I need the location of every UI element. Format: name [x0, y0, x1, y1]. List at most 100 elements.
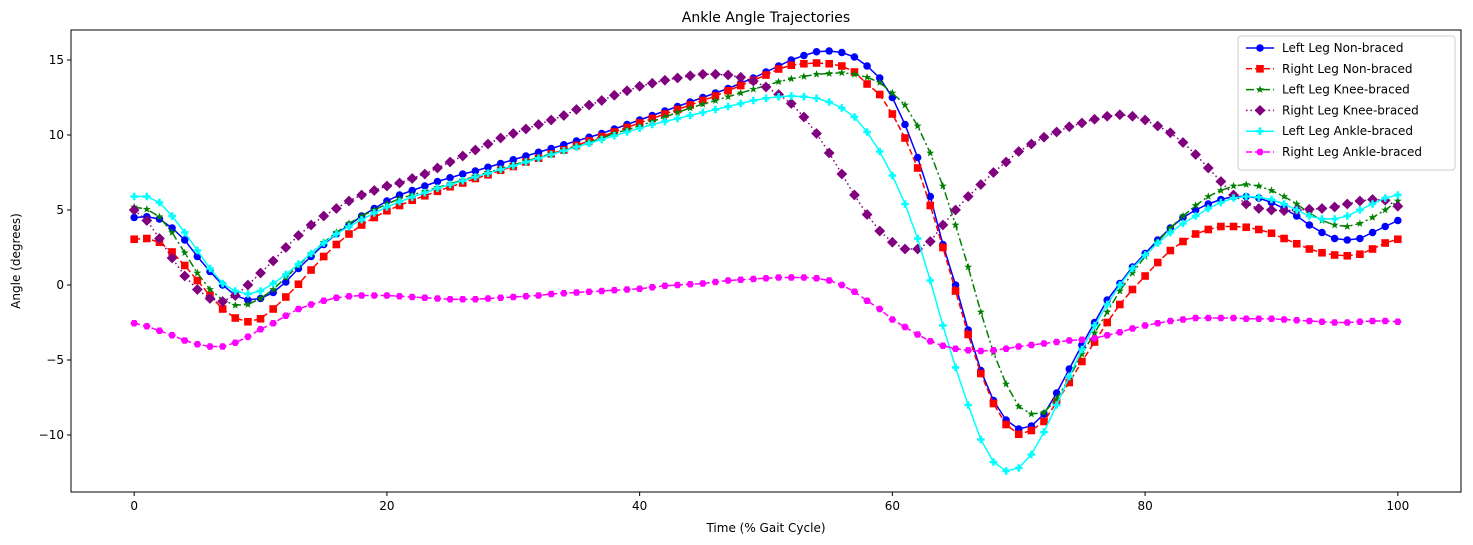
data-point	[191, 284, 203, 295]
legend: Left Leg Non-braced Right Leg Non-braced L…	[1237, 35, 1456, 171]
data-point	[179, 270, 191, 282]
data-point	[1356, 250, 1364, 259]
data-point	[736, 276, 745, 283]
data-point	[395, 293, 404, 300]
data-point	[458, 176, 467, 185]
data-point	[988, 167, 999, 178]
data-point	[1292, 199, 1301, 208]
data-point	[534, 148, 543, 157]
data-point	[1103, 332, 1111, 339]
data-point	[484, 169, 492, 178]
data-point	[1355, 219, 1364, 227]
data-point	[1318, 215, 1326, 223]
data-point	[1179, 219, 1187, 228]
data-point	[1204, 314, 1213, 322]
series-right-leg-knee-braced	[128, 68, 1404, 307]
data-point	[1077, 349, 1086, 358]
data-point	[926, 201, 935, 210]
data-point	[471, 173, 480, 181]
data-point	[1103, 318, 1111, 327]
data-point	[433, 177, 442, 186]
data-point	[711, 92, 720, 100]
data-point	[1014, 464, 1023, 472]
data-point	[888, 88, 897, 97]
data-point	[395, 197, 404, 206]
data-point	[774, 274, 783, 281]
data-point	[142, 205, 151, 213]
data-point	[269, 279, 277, 288]
legend-marker	[1256, 148, 1264, 156]
data-point	[913, 164, 922, 172]
data-point	[496, 165, 505, 174]
legend-label: Right Leg Non-braced	[1282, 62, 1412, 76]
data-point	[1153, 258, 1162, 267]
data-point	[1305, 212, 1314, 220]
data-point	[1090, 328, 1099, 337]
data-point	[1014, 343, 1023, 350]
data-point	[255, 267, 266, 279]
data-point	[294, 260, 303, 268]
data-point	[180, 261, 189, 270]
data-point	[130, 213, 138, 222]
data-point	[621, 85, 633, 97]
data-point	[926, 148, 935, 157]
data-point	[509, 155, 518, 164]
data-point	[774, 65, 783, 73]
data-point	[1051, 126, 1063, 138]
data-point	[812, 59, 821, 67]
data-point	[964, 262, 973, 271]
data-point	[166, 252, 178, 264]
data-point	[888, 110, 897, 118]
data-point	[469, 144, 481, 156]
data-point	[760, 81, 772, 93]
data-point	[724, 277, 732, 284]
data-point	[1191, 212, 1200, 220]
data-point	[128, 204, 140, 216]
data-point	[787, 92, 796, 100]
data-point	[951, 345, 960, 352]
data-point	[736, 81, 745, 90]
data-point	[1292, 206, 1301, 214]
data-point	[1215, 176, 1227, 187]
data-point	[901, 100, 909, 109]
data-point	[130, 320, 138, 327]
series-left-leg-non-braced	[130, 47, 1402, 433]
data-point	[168, 248, 176, 256]
data-point	[1341, 198, 1353, 210]
data-point	[394, 177, 405, 189]
data-point	[838, 62, 846, 70]
data-point	[1153, 239, 1162, 247]
chart-title: Ankle Angle Trajectories	[682, 10, 850, 26]
y-tick-label: −10	[39, 428, 64, 442]
data-point	[850, 288, 859, 295]
data-point	[408, 186, 416, 195]
data-point	[1128, 264, 1137, 273]
legend-item: Right Leg Non-braced	[1246, 62, 1412, 76]
series-left-leg-ankle-braced	[130, 92, 1402, 475]
data-point	[458, 296, 467, 303]
data-point	[901, 200, 909, 208]
legend-item: Right Leg Knee-braced	[1246, 103, 1419, 117]
data-point	[522, 152, 530, 160]
data-point	[1040, 417, 1048, 426]
data-point	[939, 243, 947, 252]
data-point	[1166, 317, 1175, 325]
data-point	[269, 288, 277, 297]
data-point	[345, 293, 353, 300]
data-point	[571, 104, 582, 115]
data-point	[1090, 338, 1099, 346]
data-point	[1292, 239, 1301, 248]
data-point	[1254, 181, 1263, 190]
data-point	[433, 184, 442, 193]
data-point	[724, 86, 732, 95]
data-point	[1002, 345, 1010, 352]
data-point	[421, 182, 429, 190]
data-point	[345, 222, 353, 231]
data-point	[421, 188, 429, 197]
data-point	[193, 246, 202, 255]
data-point	[1381, 205, 1390, 214]
data-point	[433, 295, 442, 302]
data-point	[1141, 251, 1149, 259]
data-point	[332, 240, 341, 249]
data-point	[735, 71, 747, 83]
